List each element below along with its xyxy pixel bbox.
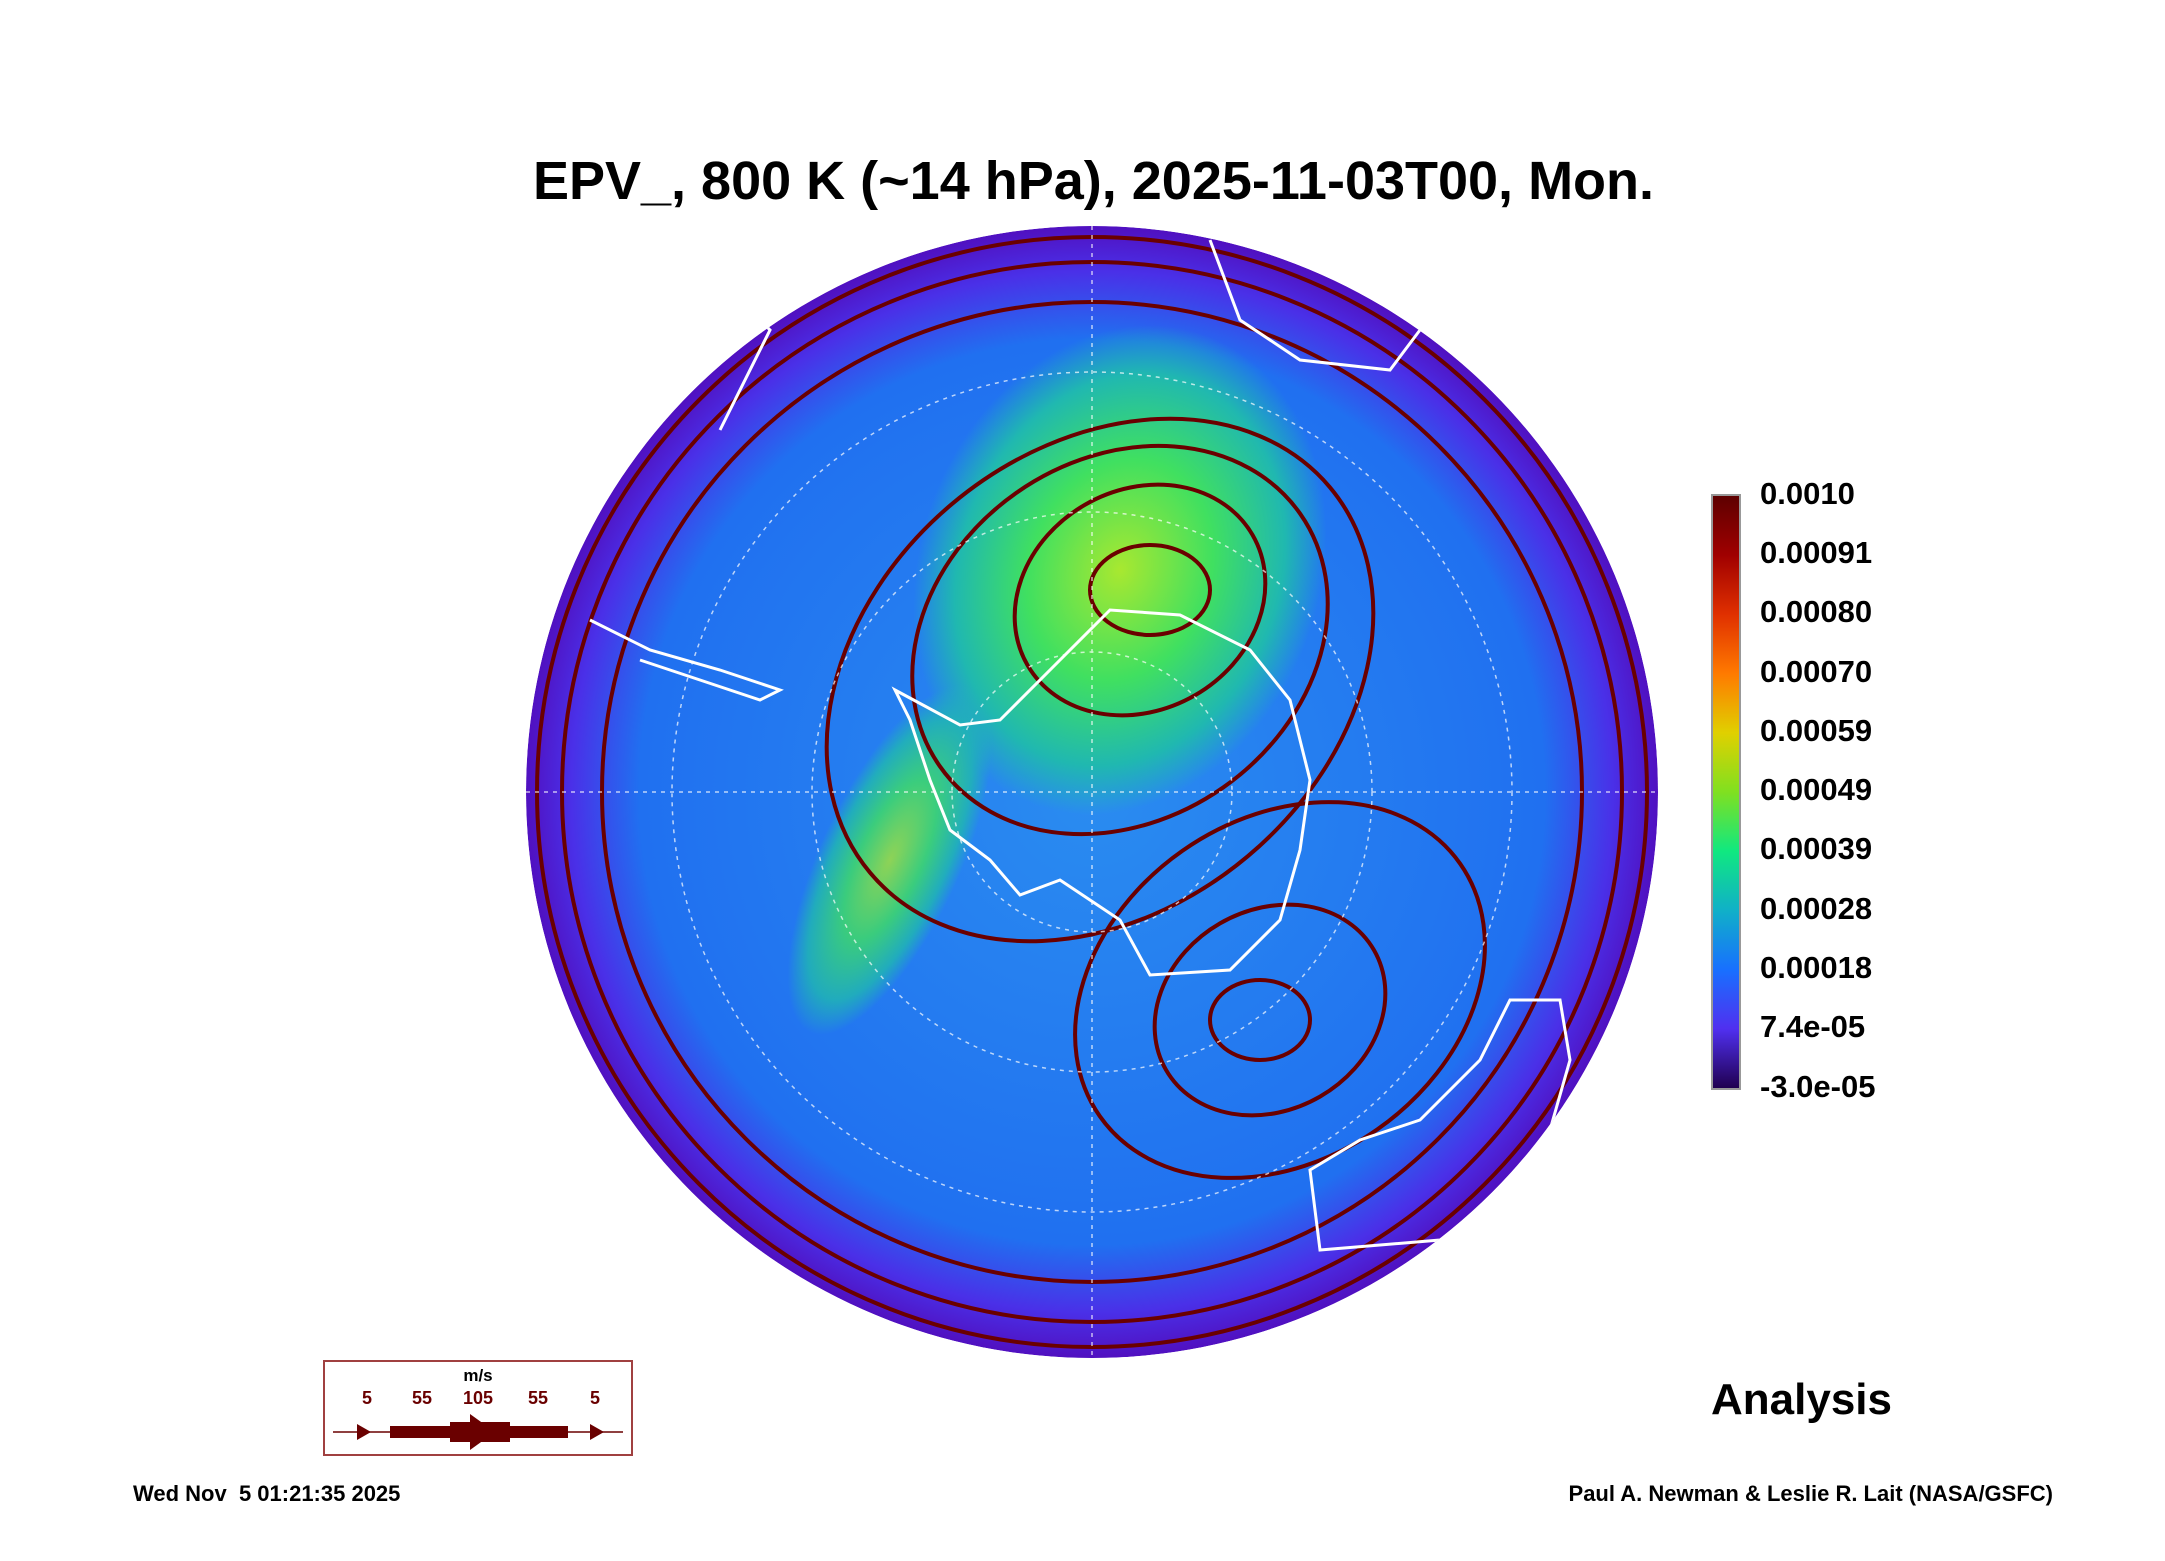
australia-coastline <box>1308 998 1572 1252</box>
pv-tongue <box>787 685 993 1035</box>
colorbar <box>1711 494 1741 1090</box>
colorbar-tick: -3.0e-05 <box>1760 1069 1876 1104</box>
legend-value: 5 <box>361 1388 373 1408</box>
colorbar-tick: 0.00049 <box>1760 772 1873 807</box>
graticule <box>526 226 1658 1358</box>
colorbar-tick: 0.00059 <box>1760 713 1873 748</box>
legend-value: 5 <box>589 1388 601 1408</box>
africa-coastline <box>1208 239 1422 372</box>
colorbar-tick: 0.00028 <box>1760 891 1873 926</box>
colorbar-tick: 0.00091 <box>1760 535 1873 570</box>
colorbar-tick: 7.4e-05 <box>1760 1009 1866 1044</box>
chart-title: EPV_, 800 K (~14 hPa), 2025-11-03T00, Mo… <box>532 151 1655 211</box>
legend-value: 105 <box>462 1388 494 1408</box>
antarctica-coastline <box>891 608 1312 977</box>
colorbar-tick: 0.00018 <box>1760 950 1873 985</box>
credit: Paul A. Newman & Leslie R. Lait (NASA/GS… <box>1568 1481 2053 1506</box>
pv-high-region <box>913 325 1327 815</box>
colorbar-tick: 0.00080 <box>1760 594 1873 629</box>
colorbar-tick: 0.0010 <box>1760 476 1855 511</box>
colorbar-tick: 0.00039 <box>1760 831 1873 866</box>
legend-units: m/s <box>463 1366 493 1385</box>
legend-value: 55 <box>527 1388 549 1408</box>
timestamp: Wed Nov 5 01:21:35 2025 <box>133 1481 401 1506</box>
legend-arrow <box>333 1414 623 1450</box>
wind-speed-legend: m/s 5 55 105 55 5 <box>323 1360 633 1456</box>
colorbar-tick: 0.00070 <box>1760 654 1873 689</box>
analysis-label: Analysis <box>1711 1375 1892 1424</box>
legend-value: 55 <box>411 1388 433 1408</box>
